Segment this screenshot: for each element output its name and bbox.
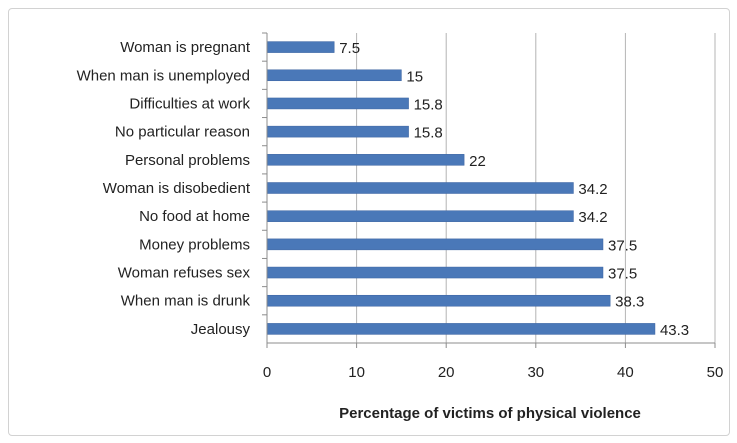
data-label: 15.8 xyxy=(414,125,443,142)
bar xyxy=(266,125,409,138)
bar xyxy=(266,210,574,222)
category-label: No food at home xyxy=(139,208,250,225)
data-label: 34.2 xyxy=(578,181,607,198)
category-label: No particular reason xyxy=(115,124,250,141)
bar xyxy=(266,97,409,110)
x-axis-title: Percentage of victims of physical violen… xyxy=(339,405,641,422)
x-tick-label: 10 xyxy=(348,364,365,381)
bar xyxy=(266,69,402,82)
category-label: Money problems xyxy=(139,236,250,253)
bar xyxy=(266,41,335,53)
axes xyxy=(262,32,716,348)
bar xyxy=(266,323,656,335)
category-label: Jealousy xyxy=(191,321,251,338)
x-tick-label: 20 xyxy=(438,364,455,381)
category-label: Woman is disobedient xyxy=(103,180,251,197)
data-label: 43.3 xyxy=(660,322,689,339)
category-label: Woman refuses sex xyxy=(118,265,251,282)
data-label: 38.3 xyxy=(615,294,644,311)
category-label: Woman is pregnant xyxy=(120,39,251,56)
data-label: 22 xyxy=(469,153,486,170)
bar xyxy=(266,266,604,279)
x-tick-label: 0 xyxy=(263,364,271,381)
bar xyxy=(266,238,604,251)
data-label: 34.2 xyxy=(578,209,607,226)
data-label: 37.5 xyxy=(608,266,637,283)
bars xyxy=(266,41,656,335)
category-label: When man is unemployed xyxy=(77,67,250,84)
data-label: 15.8 xyxy=(414,96,443,113)
labels: 0 10 20 30 40 50 Woman is pregnant 7.5 When man … xyxy=(77,39,724,381)
x-tick-label: 40 xyxy=(617,364,634,381)
bar xyxy=(266,182,574,194)
category-label: Difficulties at work xyxy=(129,95,250,112)
x-tick-label: 50 xyxy=(707,364,724,381)
category-label: When man is drunk xyxy=(121,293,251,310)
x-tick-label: 30 xyxy=(527,364,544,381)
bar xyxy=(266,154,465,166)
data-label: 15 xyxy=(406,68,423,85)
category-label: Personal problems xyxy=(125,152,250,169)
data-label: 37.5 xyxy=(608,237,637,254)
bar xyxy=(266,294,611,307)
data-label: 7.5 xyxy=(339,40,360,57)
